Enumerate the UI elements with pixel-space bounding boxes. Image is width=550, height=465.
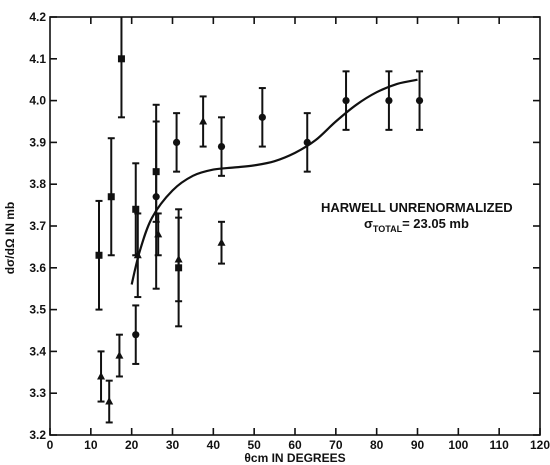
triangle-marker <box>115 351 124 359</box>
triangle-marker <box>174 254 183 263</box>
data-point-square <box>117 17 125 119</box>
x-tick-label: 50 <box>247 438 261 452</box>
triangle-marker <box>217 238 226 246</box>
data-point-circle <box>152 103 160 290</box>
x-tick-label: 60 <box>288 438 302 452</box>
square-marker <box>107 193 115 201</box>
x-tick-label: 40 <box>207 438 221 452</box>
data-point-triangle <box>97 350 106 403</box>
triangle-marker <box>199 117 208 125</box>
x-axis-title: θcm IN DEGREES <box>244 451 345 465</box>
y-axis-title: dσ/dΩ IN mb <box>3 202 17 275</box>
y-tick-label: 3.5 <box>29 303 46 317</box>
square-marker <box>132 205 140 213</box>
circle-marker <box>217 142 226 151</box>
data-point-circle <box>217 116 226 177</box>
y-tick-label: 3.3 <box>29 386 46 400</box>
circle-marker <box>415 97 424 105</box>
data-point-triangle <box>174 216 183 303</box>
annotation-line2: σTOTAL= 23.05 mb <box>364 216 469 234</box>
annotation-value: = 23.05 mb <box>402 216 469 231</box>
y-tick-label: 3.8 <box>29 177 46 191</box>
tick-labels: 0 10 20 30 40 50 60 70 80 90 100 110 120 3.2 3.3 3.4 3.5… <box>29 10 550 452</box>
x-tick-label: 90 <box>411 438 425 452</box>
circle-marker <box>385 97 393 105</box>
y-tick-label: 4.0 <box>29 94 46 108</box>
circle-marker <box>172 138 181 146</box>
data-points <box>95 17 424 424</box>
data-point-triangle <box>105 379 114 424</box>
square-marker <box>117 55 125 63</box>
x-tick-label: 120 <box>530 438 550 452</box>
x-tick-label: 110 <box>489 438 509 452</box>
data-point-circle <box>303 112 311 173</box>
y-tick-label: 4.1 <box>29 52 46 66</box>
data-point-triangle <box>133 212 142 299</box>
x-tick-label: 80 <box>370 438 384 452</box>
y-tick-label: 3.7 <box>29 219 46 233</box>
triangle-marker <box>154 229 163 238</box>
data-point-triangle <box>115 333 124 378</box>
x-tick-label: 100 <box>448 438 468 452</box>
data-point-square <box>95 199 103 311</box>
circle-marker <box>132 331 140 339</box>
circle-marker <box>152 193 160 201</box>
circle-marker <box>303 138 311 146</box>
data-point-circle <box>342 70 350 131</box>
fit-curve-layer <box>130 78 418 285</box>
data-point-square <box>107 137 115 257</box>
data-point-circle <box>415 70 424 131</box>
data-point-triangle <box>154 212 163 257</box>
data-point-triangle <box>199 95 208 148</box>
x-tick-label: 20 <box>125 438 139 452</box>
data-point-circle <box>172 112 181 173</box>
circle-marker <box>258 113 266 121</box>
y-tick-label: 4.2 <box>29 10 46 24</box>
triangle-marker <box>97 371 106 380</box>
y-tick-label: 3.9 <box>29 135 46 149</box>
square-marker <box>95 251 103 259</box>
annotation-line1: HARWELL UNRENORMALIZED <box>321 200 513 215</box>
data-point-triangle <box>217 220 226 265</box>
fit-curve <box>130 78 418 285</box>
x-tick-label: 0 <box>47 438 54 452</box>
x-tick-label: 30 <box>166 438 180 452</box>
annotation-sigma: σ <box>364 216 373 231</box>
data-point-circle <box>385 70 393 131</box>
annotation-subscript: TOTAL <box>373 224 403 234</box>
tick-marks <box>49 16 541 436</box>
triangle-marker <box>133 250 142 259</box>
x-tick-label: 70 <box>329 438 343 452</box>
data-point-circle <box>258 87 266 148</box>
circle-marker <box>342 97 350 105</box>
y-tick-label: 3.2 <box>29 428 46 442</box>
data-point-circle <box>132 304 140 365</box>
annotation: HARWELL UNRENORMALIZED σTOTAL= 23.05 mb <box>321 200 513 234</box>
y-tick-label: 3.4 <box>29 344 46 358</box>
x-tick-label: 10 <box>84 438 98 452</box>
triangle-marker <box>105 397 114 405</box>
y-tick-label: 3.6 <box>29 261 46 275</box>
